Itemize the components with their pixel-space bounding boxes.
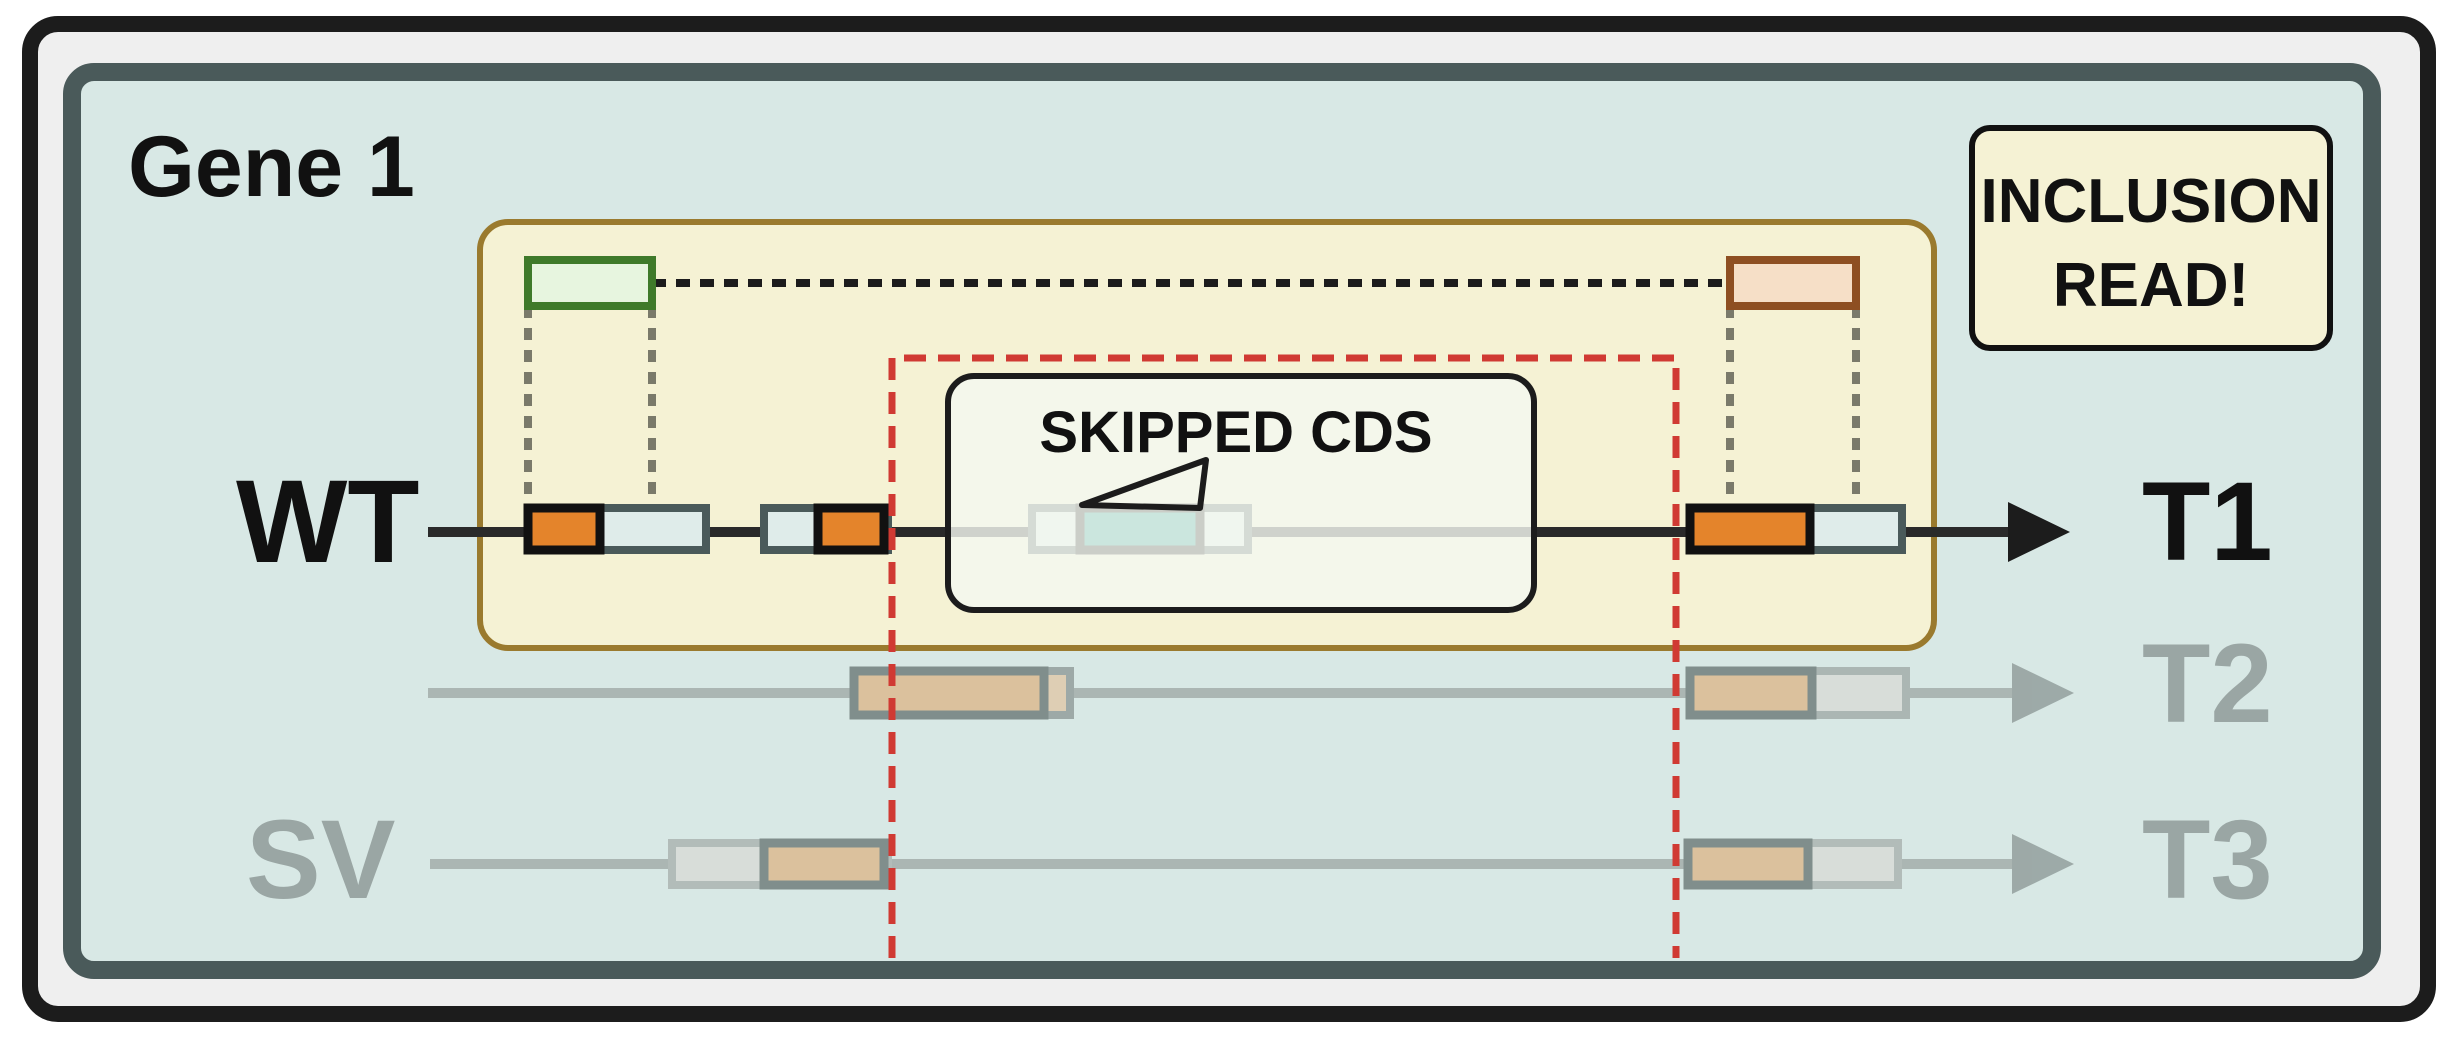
badge-line-1: INCLUSION [1981,167,2322,236]
t2-transcript [428,663,2074,723]
read-block-brown [1726,256,1860,310]
callout-pointer-icon [1079,457,1209,511]
t3-transcript [430,834,2074,894]
t2-exon-b-cds [1685,666,1817,720]
wt-exon-4-cds [1685,503,1815,555]
callout-text: SKIPPED CDS [1039,400,1432,465]
arrow-head-icon [2012,663,2074,723]
skipped-cds-callout: SKIPPED CDS [945,373,1537,613]
arrow-head-icon [2008,502,2070,562]
t1-label: T1 [2142,459,2273,584]
wt-exon-1-utr [594,504,710,554]
inclusion-read-badge: INCLUSION READ! [1969,125,2333,351]
wt-label: WT [236,456,419,588]
t3-exon-b-cds [1683,838,1813,890]
t3-label: T3 [2142,797,2273,922]
wt-exon-4-utr [1802,504,1906,554]
t2-label: T2 [2142,621,2273,746]
badge-line-2: READ! [2053,251,2249,320]
wt-exon-2-cds [813,503,889,555]
junction-read [524,256,1860,506]
gene-title: Gene 1 [128,119,415,215]
sv-label: SV [246,797,395,922]
skipped-region-window [888,354,1680,958]
t3-exon-a-cds [759,838,889,890]
arrow-head-icon [2012,834,2074,894]
read-block-green [524,256,656,310]
t2-exon-a-cds [849,666,1049,720]
wt-exon-1-cds [523,503,605,555]
